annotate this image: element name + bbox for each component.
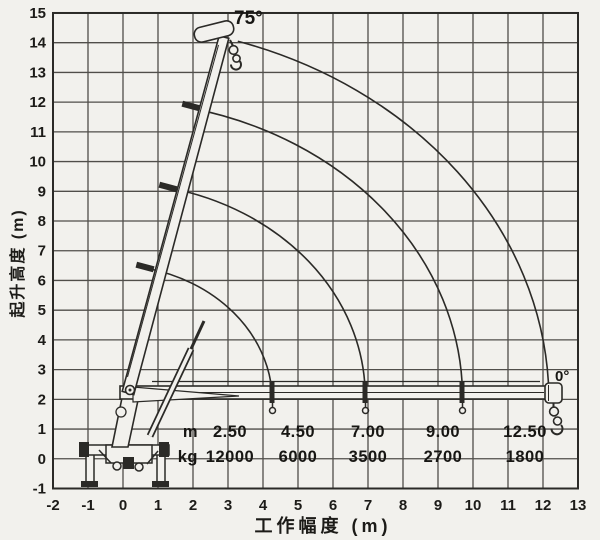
outrigger-foot-left: [81, 481, 98, 487]
raised-boom-head: [193, 20, 235, 43]
x-tick-label: 11: [500, 497, 516, 514]
tip-hook-icon: [229, 60, 242, 71]
base-brace-right: [146, 450, 159, 465]
base-brace-left: [98, 449, 112, 464]
x-axis-title: 工作幅度 (m): [254, 516, 392, 536]
load-table-capacity-value: 2700: [423, 448, 463, 466]
raised-boom: [121, 34, 230, 396]
hook-sheave: [548, 406, 560, 417]
y-tick-label: 14: [29, 35, 46, 52]
x-tick-label: 9: [434, 497, 442, 514]
y-tick-label: 4: [38, 332, 47, 349]
load-table-radius-value: 9.00: [425, 423, 461, 441]
beam-end-cap-right: [159, 442, 169, 457]
tip-hook-block: [232, 54, 241, 63]
collar-hook-icon: [458, 406, 467, 415]
base-roller: [112, 461, 122, 471]
hook-block: [552, 416, 563, 426]
x-tick-label: 1: [154, 497, 162, 514]
x-tick-label: 13: [570, 497, 587, 514]
boom-tip-arc: [168, 186, 366, 394]
x-tick-label: 8: [399, 497, 407, 514]
load-table-capacity-value: 6000: [278, 448, 318, 466]
hook-icon: [550, 424, 564, 436]
y-tick-label: 8: [38, 213, 46, 230]
load-table-radius-value: 12.50: [503, 423, 547, 441]
load-table-capacity-value: 12000: [205, 448, 255, 466]
plot-border: [52, 11, 579, 490]
y-tick-label: 13: [29, 64, 46, 81]
boom-section-collar: [158, 181, 178, 193]
y-tick-label: 11: [30, 124, 46, 141]
boom-angle-min-label: 0°: [555, 368, 570, 385]
y-tick-label: 12: [29, 94, 46, 111]
y-tick-label: 2: [38, 391, 46, 408]
load-table-unit-capacity: kg: [177, 448, 198, 466]
x-tick-label: 3: [224, 497, 232, 514]
boom-section-collar: [135, 261, 155, 273]
y-tick-label: 5: [38, 302, 46, 319]
y-tick-label: 6: [38, 272, 46, 289]
tip-hook-sheave: [228, 44, 239, 56]
luffing-cylinder-body: [148, 348, 193, 437]
boom-tip-arc: [190, 107, 464, 394]
base-roller: [134, 462, 144, 472]
base-gearbox: [123, 457, 134, 469]
y-tick-label: 15: [29, 5, 46, 22]
beam-end-cap-left: [79, 442, 89, 457]
column-hole: [115, 406, 127, 418]
outrigger-foot-right: [152, 481, 169, 487]
boom-section-collar: [181, 100, 201, 112]
outrigger-leg-left: [85, 453, 95, 484]
collar-hook-icon: [361, 406, 370, 415]
load-table-radius-value: 2.50: [212, 423, 248, 441]
cylinder-rod: [189, 320, 206, 350]
horizontal-boom-head: [544, 382, 563, 404]
load-table-unit-radius: m: [182, 423, 198, 441]
x-tick-label: 6: [329, 497, 337, 514]
boom-tip-arc: [237, 40, 550, 387]
x-tick-label: 2: [189, 497, 197, 514]
load-table-radius-value: 7.00: [350, 423, 386, 441]
y-tick-label: -1: [33, 481, 46, 498]
x-tick-label: 5: [294, 497, 302, 514]
boom-tip-arc: [145, 267, 273, 394]
y-tick-label: 7: [38, 243, 46, 260]
load-table-capacity-value: 3500: [348, 448, 388, 466]
y-tick-label: 10: [29, 154, 46, 171]
x-tick-label: 10: [465, 497, 482, 514]
y-tick-label: 3: [38, 362, 46, 379]
raised-boom-seam: [127, 44, 219, 378]
y-axis-title: 起升高度 (m): [10, 208, 27, 318]
y-tick-label: 0: [38, 451, 46, 468]
x-tick-label: 12: [535, 497, 552, 514]
y-tick-label: 9: [38, 183, 46, 200]
x-tick-label: 0: [119, 497, 127, 514]
boom-pivot-pin: [128, 388, 132, 392]
y-tick-label: 1: [38, 421, 46, 438]
load-table-radius-value: 4.50: [280, 423, 316, 441]
load-table-capacity-value: 1800: [505, 448, 545, 466]
boom-angle-max-label: 75°: [234, 8, 263, 29]
x-tick-label: -2: [46, 497, 59, 514]
collar-hook-icon: [268, 406, 277, 415]
x-tick-label: 4: [259, 497, 268, 514]
x-tick-label: -1: [81, 497, 94, 514]
x-tick-label: 7: [364, 497, 372, 514]
